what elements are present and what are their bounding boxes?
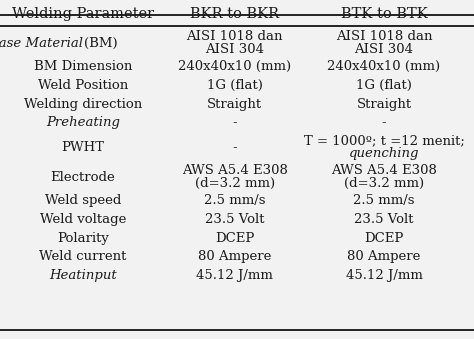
Text: AISI 304: AISI 304 <box>205 43 264 56</box>
Text: AISI 1018 dan: AISI 1018 dan <box>336 30 432 43</box>
Text: Weld voltage: Weld voltage <box>40 213 126 226</box>
Text: BTK to BTK: BTK to BTK <box>340 7 428 21</box>
Text: (BM): (BM) <box>84 37 118 50</box>
Text: Welding direction: Welding direction <box>24 98 142 111</box>
Text: Base Material: Base Material <box>0 37 83 50</box>
Text: AWS A5.4 E308: AWS A5.4 E308 <box>331 164 437 177</box>
Text: Straight: Straight <box>207 98 262 111</box>
Text: -: - <box>232 141 237 154</box>
Text: Weld current: Weld current <box>39 250 127 263</box>
Text: 2.5 mm/s: 2.5 mm/s <box>204 194 265 207</box>
Text: 23.5 Volt: 23.5 Volt <box>354 213 414 226</box>
Text: 1G (flat): 1G (flat) <box>356 79 412 92</box>
Text: 240x40x10 (mm): 240x40x10 (mm) <box>178 60 291 74</box>
Text: quenching: quenching <box>349 147 419 160</box>
Text: 80 Ampere: 80 Ampere <box>347 250 420 263</box>
Text: BKR to BKR: BKR to BKR <box>190 7 279 21</box>
Text: Welding Parameter: Welding Parameter <box>12 7 154 21</box>
Text: 23.5 Volt: 23.5 Volt <box>205 213 264 226</box>
Text: DCEP: DCEP <box>364 232 404 245</box>
Text: PWHT: PWHT <box>62 141 104 154</box>
Text: Heatinput: Heatinput <box>49 269 117 282</box>
Text: -: - <box>232 116 237 129</box>
Text: AWS A5.4 E308: AWS A5.4 E308 <box>182 164 288 177</box>
Text: (d=3.2 mm): (d=3.2 mm) <box>344 177 424 190</box>
Text: Polarity: Polarity <box>57 232 109 245</box>
Text: 2.5 mm/s: 2.5 mm/s <box>353 194 415 207</box>
Text: 1G (flat): 1G (flat) <box>207 79 263 92</box>
Text: -: - <box>382 116 386 129</box>
Text: Weld Position: Weld Position <box>38 79 128 92</box>
Text: 45.12 J/mm: 45.12 J/mm <box>196 269 273 282</box>
Text: 80 Ampere: 80 Ampere <box>198 250 271 263</box>
Text: (d=3.2 mm): (d=3.2 mm) <box>194 177 275 190</box>
Text: 240x40x10 (mm): 240x40x10 (mm) <box>328 60 440 74</box>
Text: Preheating: Preheating <box>46 116 120 129</box>
Text: T = 1000º; t =12 menit;: T = 1000º; t =12 menit; <box>303 135 465 147</box>
Text: BM Dimension: BM Dimension <box>34 60 132 74</box>
Text: 45.12 J/mm: 45.12 J/mm <box>346 269 422 282</box>
Text: AISI 1018 dan: AISI 1018 dan <box>186 30 283 43</box>
Text: DCEP: DCEP <box>215 232 255 245</box>
Text: Straight: Straight <box>356 98 411 111</box>
Text: Weld speed: Weld speed <box>45 194 121 207</box>
Text: AISI 304: AISI 304 <box>355 43 413 56</box>
Text: Electrode: Electrode <box>51 171 115 184</box>
